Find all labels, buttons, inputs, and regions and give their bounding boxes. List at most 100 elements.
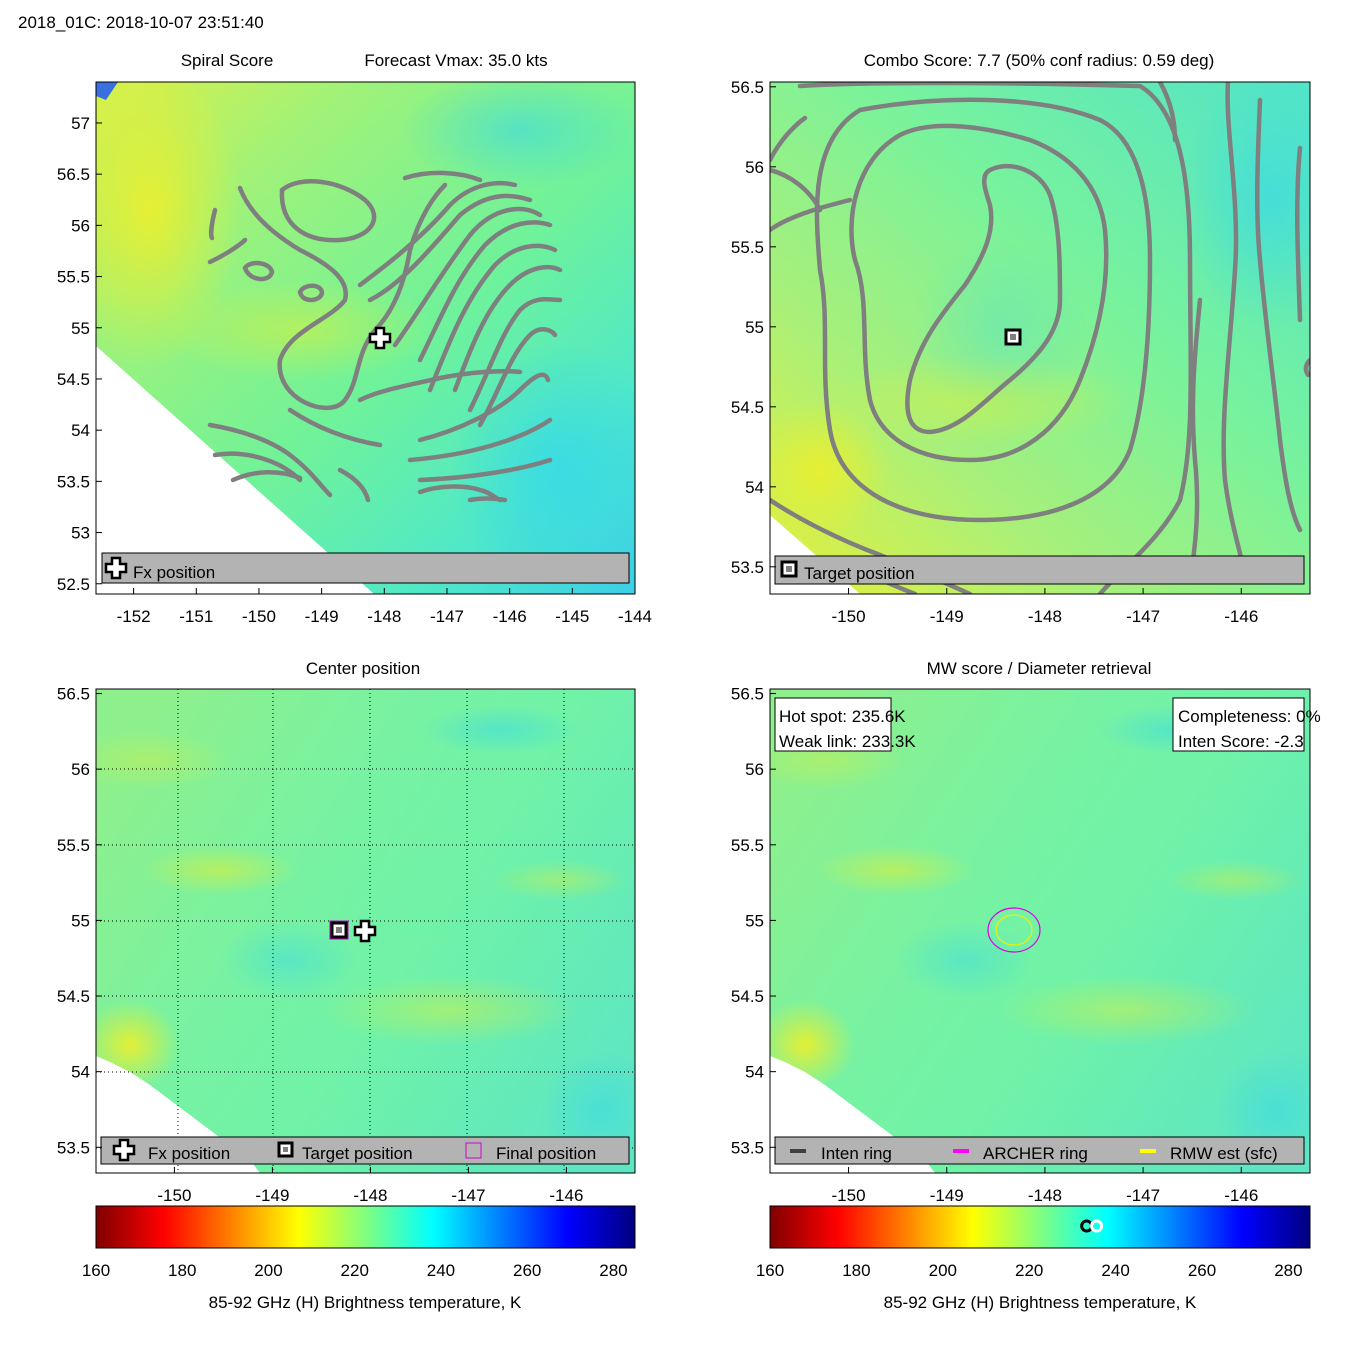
center-title: Center position: [306, 659, 420, 678]
y-tick-label: 53.5: [731, 558, 764, 577]
colorbar-left-ticks: 160 180 200 220 240 260 280: [82, 1261, 628, 1280]
combo-field: [770, 82, 1310, 594]
center-target-marker: [329, 920, 349, 940]
colorbar-right-bar: [769, 1205, 1311, 1249]
center-legend-fx: Fx position: [148, 1144, 230, 1163]
x-tick-label: -144: [618, 607, 652, 626]
y-tick-label: 54: [745, 478, 764, 497]
spiral-panel: Spiral Score Forecast Vmax: 35.0 kts: [57, 51, 652, 626]
y-tick-label: 55: [71, 911, 90, 930]
center-fx-marker: [353, 919, 377, 943]
colorbar-left-label: 85-92 GHz (H) Brightness temperature, K: [209, 1293, 522, 1312]
colorbar-tick-label: 240: [1101, 1261, 1129, 1280]
x-tick-label: -149: [930, 1186, 964, 1205]
combo-contours: [770, 82, 1310, 594]
spiral-legend: Fx position: [101, 552, 630, 584]
colorbar-left-bar: [95, 1205, 636, 1249]
colorbar-tick-label: 260: [513, 1261, 541, 1280]
x-tick-label: -148: [353, 1186, 387, 1205]
x-tick-label: -147: [430, 607, 464, 626]
inten-score-text: Inten Score: -2.3: [1178, 732, 1304, 751]
mw-legend-inten: Inten ring: [821, 1144, 892, 1163]
y-tick-label: 52.5: [57, 575, 90, 594]
y-tick-label: 55.5: [57, 836, 90, 855]
colorbar-tick-label: 200: [254, 1261, 282, 1280]
y-tick-label: 56: [71, 760, 90, 779]
combo-legend: Target position: [774, 555, 1305, 585]
y-tick-label: 54.5: [731, 987, 764, 1006]
y-tick-label: 56.5: [731, 78, 764, 97]
x-tick-label: -149: [930, 607, 964, 626]
rmw-ring: [995, 914, 1033, 946]
colorbar-right-label: 85-92 GHz (H) Brightness temperature, K: [884, 1293, 1197, 1312]
x-tick-label: -152: [117, 607, 151, 626]
mw-rings: [987, 907, 1041, 953]
x-tick-label: -148: [367, 607, 401, 626]
colorbar-tick-label: 240: [427, 1261, 455, 1280]
spiral-fx-marker: [368, 326, 392, 350]
combo-panel: Combo Score: 7.7 (50% conf radius: 0.59 …: [731, 51, 1311, 626]
completeness-text: Completeness: 0%: [1178, 707, 1321, 726]
mw-legend-archer: ARCHER ring: [983, 1144, 1088, 1163]
y-tick-label: 53: [71, 524, 90, 543]
center-field: [96, 689, 635, 1173]
spiral-field: [96, 82, 635, 594]
y-tick-label: 56: [745, 760, 764, 779]
combo-axes: -150 -149 -148 -147 -146 56.5 56 55.5 55 54.5 54 53…: [731, 78, 1258, 626]
x-tick-label: -150: [157, 1186, 191, 1205]
center-legend: Fx position Target position Final positi…: [100, 1136, 630, 1165]
center-axes: -150 -149 -148 -147 -146 56.5 56 55.5 55 54.5 54 53…: [57, 685, 584, 1205]
fx-legend-icon: [112, 1138, 136, 1162]
final-legend-icon: [465, 1142, 482, 1159]
mw-field: [770, 689, 1310, 1173]
x-tick-label: -146: [1224, 1186, 1258, 1205]
x-tick-label: -147: [1126, 1186, 1160, 1205]
hot-spot-text: Hot spot: 235.6K: [779, 707, 906, 726]
y-tick-label: 56.5: [731, 685, 764, 704]
mw-info-right: Completeness: 0% Inten Score: -2.3: [1172, 697, 1321, 752]
y-tick-label: 54.5: [57, 987, 90, 1006]
y-tick-label: 55.5: [57, 268, 90, 287]
x-tick-label: -147: [1126, 607, 1160, 626]
colorbar-tick-label: 280: [1274, 1261, 1302, 1280]
mw-title: MW score / Diameter retrieval: [927, 659, 1152, 678]
y-tick-label: 53.5: [57, 472, 90, 491]
colorbar-tick-label: 220: [341, 1261, 369, 1280]
spiral-title: Spiral Score: [181, 51, 274, 70]
x-tick-label: -150: [242, 607, 276, 626]
colorbar-tick-label: 260: [1188, 1261, 1216, 1280]
y-tick-label: 54.5: [731, 398, 764, 417]
colorbar-left: 160 180 200 220 240 260 280 85-92 GHz (H) Brig…: [82, 1205, 636, 1312]
colorbar-tick-label: 280: [599, 1261, 627, 1280]
spiral-axes: -152 -151 -150 -149 -148 -147 -146 -145 -144 57 56…: [57, 114, 652, 626]
mw-panel: MW score / Diameter retrieval Hot spot: …: [731, 659, 1321, 1205]
y-tick-label: 53.5: [731, 1138, 764, 1157]
combo-target-marker: [1004, 328, 1022, 346]
y-tick-label: 56: [71, 216, 90, 235]
y-tick-label: 53.5: [57, 1138, 90, 1157]
center-grid: [96, 689, 635, 1173]
center-panel: Center position: [57, 659, 636, 1205]
y-tick-label: 54: [745, 1063, 764, 1082]
fx-legend-icon: [104, 556, 128, 580]
colorbar-tick-label: 160: [82, 1261, 110, 1280]
colorbar-tick-label: 220: [1015, 1261, 1043, 1280]
colorbar-tick-label: 180: [842, 1261, 870, 1280]
x-tick-label: -146: [549, 1186, 583, 1205]
x-tick-label: -146: [1224, 607, 1258, 626]
colorbar-right: 160 180 200 220 240 260 280 85-92 GHz (H) Brig…: [756, 1205, 1311, 1312]
colorbar-right-ticks: 160 180 200 220 240 260 280: [756, 1261, 1303, 1280]
y-tick-label: 56.5: [57, 685, 90, 704]
mw-legend-rmw: RMW est (sfc): [1170, 1144, 1278, 1163]
y-tick-label: 54: [71, 1063, 90, 1082]
x-tick-label: -150: [832, 1186, 866, 1205]
x-tick-label: -145: [555, 607, 589, 626]
x-tick-label: -151: [179, 607, 213, 626]
hot-spot-marker: [1090, 1219, 1104, 1233]
mw-legend: Inten ring ARCHER ring RMW est (sfc): [774, 1136, 1305, 1165]
combo-title: Combo Score: 7.7 (50% conf radius: 0.59 …: [864, 51, 1215, 70]
colorbar-tick-label: 200: [929, 1261, 957, 1280]
y-tick-label: 56.5: [57, 165, 90, 184]
x-tick-label: -148: [1028, 1186, 1062, 1205]
